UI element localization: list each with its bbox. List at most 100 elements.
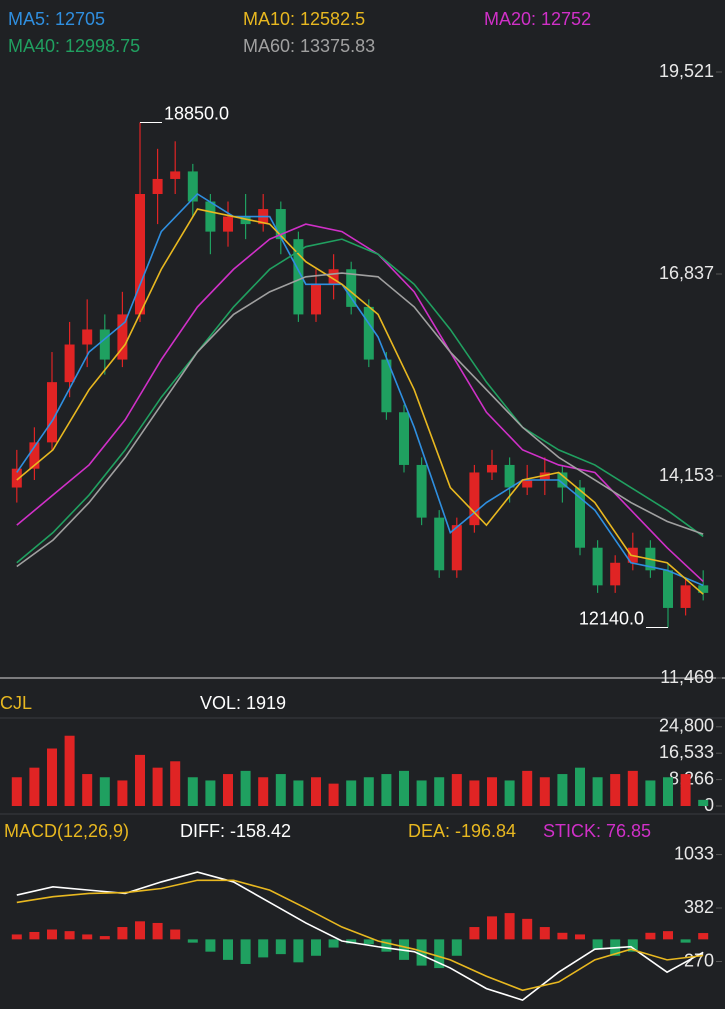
legend-entry: DIFF: -158.42 [180, 821, 291, 841]
y-tick-label: 11,469 [660, 667, 714, 687]
macd-bar [170, 929, 181, 940]
macd-bar [627, 939, 638, 952]
indicator-line [16, 238, 704, 564]
macd-bar [311, 939, 321, 956]
macd-bar [451, 939, 462, 956]
candle-body [240, 216, 251, 225]
volume-bar [399, 770, 409, 806]
volume-bar [29, 767, 40, 806]
volume-bar [170, 761, 181, 806]
volume-bar [522, 770, 533, 806]
macd-bar [152, 922, 163, 940]
macd-bar [522, 918, 533, 940]
volume-bar [539, 777, 550, 806]
volume-bar [645, 780, 656, 806]
volume-bar [680, 774, 691, 806]
macd-bar [29, 931, 40, 940]
candle-body [504, 464, 515, 488]
volume-bar [381, 774, 392, 806]
volume-bar [11, 777, 22, 806]
y-tick-label: 0 [704, 795, 714, 815]
macd-bar [328, 939, 339, 948]
macd-bar [205, 939, 216, 952]
candle-body [117, 314, 128, 360]
candle-body [610, 562, 621, 586]
candle-body [522, 479, 533, 488]
candle-body [451, 525, 462, 571]
panel-subtitle: VOL: 1919 [200, 693, 286, 713]
volume-bar [152, 767, 163, 806]
candle-body [698, 585, 709, 593]
candle-body [592, 547, 603, 586]
y-tick-label: 16,533 [659, 742, 714, 762]
candle-body [135, 193, 145, 315]
macd-bar [575, 934, 585, 940]
annotation: 12140.0 [579, 608, 644, 628]
macd-bar [663, 931, 673, 940]
macd-bar [363, 939, 374, 945]
macd-bar [381, 939, 392, 952]
legend-entry: MA5: 12705 [8, 9, 105, 29]
candle-body [434, 517, 445, 571]
legend-entry: MA20: 12752 [484, 9, 591, 29]
macd-bar [64, 931, 75, 940]
candle-body [487, 464, 497, 473]
volume-bar [363, 777, 374, 806]
volume-bar [240, 770, 251, 806]
volume-bar [99, 777, 110, 806]
panel-title: CJL [0, 693, 32, 713]
candle-body [416, 464, 427, 518]
y-tick-label: 16,837 [659, 263, 714, 283]
indicator-line [16, 192, 704, 587]
candle-body [363, 306, 374, 360]
candle-body [47, 382, 57, 443]
candle-body [399, 412, 409, 465]
y-tick-label: 270 [684, 950, 714, 970]
macd-bar [258, 939, 269, 958]
volume-bar [346, 780, 357, 806]
candle-body [557, 472, 568, 488]
macd-bar [223, 939, 233, 960]
volume-bar [293, 780, 304, 806]
annotation: 18850.0 [164, 103, 229, 123]
candle-body [575, 487, 585, 548]
volume-bar [557, 774, 568, 806]
volume-bar [610, 774, 621, 806]
indicator-line [16, 272, 704, 568]
candle-body [152, 178, 163, 194]
volume-bar [258, 777, 269, 806]
y-tick-label: 382 [684, 897, 714, 917]
indicator-line [16, 223, 704, 583]
volume-bar [47, 748, 57, 806]
macd-bar [11, 934, 22, 940]
y-tick-label: 14,153 [659, 465, 714, 485]
volume-bar [698, 799, 709, 806]
volume-bar [135, 754, 145, 806]
candle-body [311, 284, 321, 315]
macd-bar [592, 939, 603, 950]
volume-bar [504, 780, 515, 806]
candle-body [381, 359, 392, 413]
macd-bar [346, 939, 357, 944]
volume-bar [82, 774, 93, 806]
volume-bar [187, 777, 198, 806]
legend-entry: MA10: 12582.5 [243, 9, 365, 29]
volume-bar [275, 774, 286, 806]
y-tick-label: 8,266 [669, 768, 714, 788]
volume-bar [663, 777, 673, 806]
macd-bar [135, 921, 145, 940]
volume-bar [434, 777, 445, 806]
macd-bar [434, 939, 445, 969]
candle-body [680, 585, 691, 608]
volume-bar [223, 774, 233, 806]
macd-bar [99, 936, 110, 940]
volume-bar [487, 777, 497, 806]
macd-bar [645, 932, 656, 940]
macd-bar [680, 939, 691, 943]
candle-body [170, 171, 181, 179]
candle-body [29, 442, 40, 469]
macd-bar [82, 934, 93, 940]
macd-bar [117, 927, 128, 940]
candle-body [539, 472, 550, 480]
